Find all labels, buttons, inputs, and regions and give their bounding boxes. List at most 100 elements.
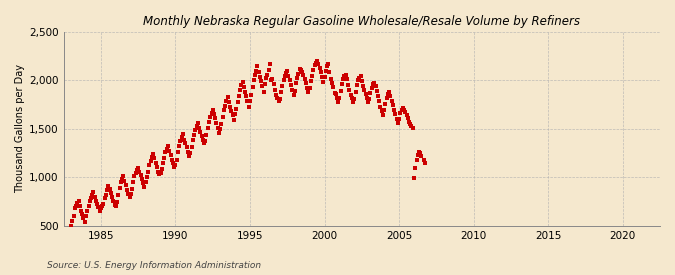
Point <box>202 126 213 130</box>
Point <box>334 96 345 100</box>
Point <box>259 82 270 87</box>
Point <box>217 115 228 119</box>
Point <box>359 88 370 92</box>
Point <box>333 100 344 104</box>
Point <box>317 74 327 79</box>
Point <box>161 147 172 152</box>
Point <box>182 145 192 150</box>
Point <box>138 181 148 185</box>
Point <box>182 150 193 154</box>
Point <box>290 81 301 86</box>
Point <box>252 64 263 68</box>
Point <box>402 116 413 120</box>
Point <box>192 121 203 125</box>
Point <box>186 145 197 150</box>
Point <box>210 116 221 120</box>
Point <box>337 82 348 87</box>
Point <box>151 161 161 165</box>
Point <box>209 112 219 117</box>
Point <box>103 184 114 188</box>
Point <box>153 169 163 174</box>
Point <box>165 153 176 157</box>
Point <box>251 68 262 73</box>
Point <box>80 220 90 224</box>
Point <box>230 112 240 117</box>
Point <box>128 180 138 185</box>
Text: Source: U.S. Energy Information Administration: Source: U.S. Energy Information Administ… <box>47 260 261 270</box>
Point <box>362 100 373 104</box>
Point <box>80 214 91 218</box>
Point <box>204 120 215 124</box>
Point <box>82 209 92 214</box>
Point <box>254 74 265 79</box>
Point <box>328 85 339 89</box>
Point <box>248 78 259 82</box>
Point <box>414 150 425 154</box>
Point <box>220 103 231 108</box>
Point <box>292 76 302 81</box>
Point <box>200 138 211 143</box>
Point <box>98 201 109 206</box>
Point <box>390 112 401 117</box>
Point <box>308 68 319 72</box>
Point <box>371 89 382 93</box>
Point <box>226 109 237 114</box>
Point <box>324 70 335 74</box>
Point <box>179 138 190 142</box>
Point <box>327 81 338 86</box>
Point <box>232 100 243 104</box>
Point <box>408 126 418 130</box>
Point <box>310 61 321 65</box>
Point <box>304 86 315 90</box>
Point <box>346 96 357 100</box>
Point <box>169 164 180 169</box>
Point <box>340 72 351 77</box>
Point <box>318 80 329 85</box>
Point <box>114 186 125 190</box>
Point <box>154 172 165 177</box>
Point <box>68 214 79 218</box>
Point <box>266 78 277 82</box>
Point <box>370 84 381 89</box>
Point <box>223 100 234 104</box>
Point <box>194 126 205 130</box>
Point <box>298 72 308 77</box>
Point <box>394 117 404 122</box>
Point <box>339 73 350 78</box>
Point <box>111 199 122 204</box>
Point <box>142 175 153 180</box>
Point <box>92 201 103 206</box>
Point <box>115 180 126 185</box>
Point <box>349 97 360 101</box>
Point <box>405 122 416 126</box>
Point <box>247 85 258 89</box>
Point <box>211 121 222 125</box>
Point <box>160 150 171 154</box>
Point <box>166 158 177 162</box>
Point <box>196 133 207 138</box>
Point <box>122 188 132 192</box>
Point <box>315 70 326 74</box>
Point <box>88 190 99 194</box>
Point <box>290 89 300 93</box>
Point <box>410 166 421 170</box>
Point <box>149 156 160 160</box>
Point <box>389 107 400 112</box>
Point <box>412 153 423 157</box>
Point <box>163 144 173 148</box>
Point <box>173 150 184 154</box>
Point <box>222 95 233 99</box>
Point <box>164 149 175 153</box>
Point <box>119 179 130 183</box>
Point <box>354 75 364 80</box>
Point <box>383 90 394 94</box>
Point <box>113 193 124 197</box>
Point <box>135 173 146 178</box>
Point <box>72 200 83 205</box>
Point <box>126 187 137 191</box>
Point <box>283 73 294 78</box>
Point <box>271 93 281 97</box>
Point <box>352 83 362 87</box>
Point <box>344 88 355 92</box>
Point <box>294 67 305 71</box>
